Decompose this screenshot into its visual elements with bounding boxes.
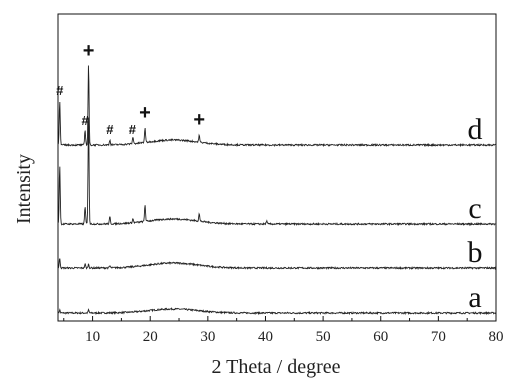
x-axis-ticks: 10 20 30 40 50 60 70 80 <box>63 316 504 345</box>
curve-labels: abc d <box>468 113 483 314</box>
x-tick-label: 20 <box>143 329 158 345</box>
curve-d <box>57 65 497 148</box>
plot-area-border <box>57 13 497 322</box>
curve-label-b: b <box>468 236 483 269</box>
x-tick-label: 40 <box>258 329 273 345</box>
curves <box>57 65 497 316</box>
x-tick-label: 50 <box>316 329 331 345</box>
hash-marker: # <box>129 122 137 137</box>
peak-annotations: ##+# #+ + <box>56 40 205 137</box>
curve-c <box>57 117 497 227</box>
x-tick-label: 10 <box>85 329 100 345</box>
plus-marker: + <box>193 109 205 131</box>
plus-marker: + <box>139 102 151 124</box>
curve-label-c: c <box>468 192 481 225</box>
x-tick-label: 60 <box>373 329 388 345</box>
hash-marker: # <box>81 113 89 128</box>
curve-label-d: d <box>468 113 483 146</box>
plus-marker: + <box>83 40 95 62</box>
curve-a <box>57 307 497 316</box>
y-axis-title: Intensity <box>13 154 35 224</box>
hash-marker: # <box>106 122 114 137</box>
hash-marker: # <box>56 83 64 98</box>
curve-label-a: a <box>468 281 481 314</box>
x-tick-label: 80 <box>489 329 504 345</box>
x-tick-label: 30 <box>200 329 215 345</box>
curve-b <box>57 258 497 271</box>
x-tick-label: 70 <box>431 329 446 345</box>
x-axis-title: 2 Theta / degree <box>211 356 340 378</box>
plot-frame <box>57 13 497 322</box>
